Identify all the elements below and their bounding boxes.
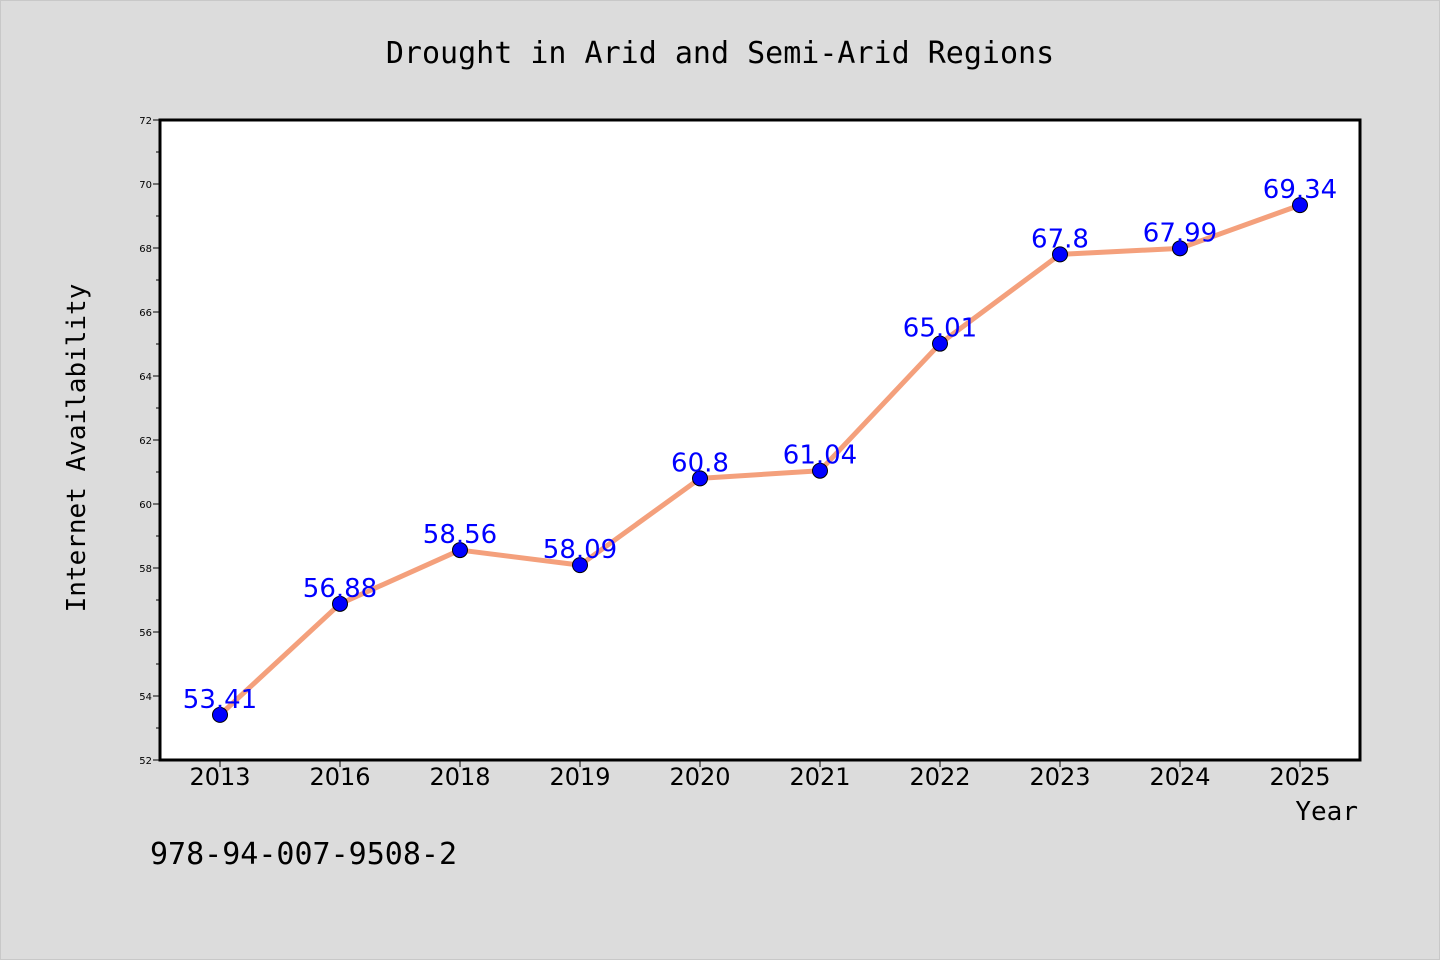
data-point xyxy=(332,595,348,612)
plot-border xyxy=(158,118,1362,762)
y-axis-label: Internet Availability xyxy=(62,284,92,613)
x-tick-label: 2022 xyxy=(909,763,970,791)
isbn-annotation: 978-94-007-9508-2 xyxy=(150,837,457,872)
y-tick-label: 72 xyxy=(139,116,152,127)
y-tick-label: 64 xyxy=(139,372,152,383)
y-tick-label: 58 xyxy=(139,564,152,575)
x-tick-label: 2024 xyxy=(1149,763,1210,791)
y-tick-label: 70 xyxy=(139,180,152,191)
data-label: 60.8 xyxy=(671,448,729,478)
data-point xyxy=(572,557,588,574)
plot-area xyxy=(160,120,1360,760)
y-tick-label: 60 xyxy=(139,500,152,511)
data-point xyxy=(692,470,708,487)
data-point xyxy=(1172,240,1188,257)
x-axis-ticks: 2013 2016 2018 2019 2020 2021 2022 2023 2024 2025 xyxy=(189,760,1331,791)
data-point xyxy=(812,462,828,479)
data-label: 61.04 xyxy=(783,441,857,471)
data-point xyxy=(212,706,228,723)
y-tick-label: 66 xyxy=(139,308,152,319)
y-tick-label: 68 xyxy=(139,244,152,255)
data-point xyxy=(452,542,468,559)
y-axis-ticks: 52 54 56 58 60 62 64 66 68 70 72 xyxy=(139,116,160,767)
data-point xyxy=(932,335,948,352)
x-tick-label: 2016 xyxy=(309,763,370,791)
y-tick-label: 62 xyxy=(139,436,152,447)
series-markers xyxy=(212,197,1308,723)
data-label: 67.8 xyxy=(1031,224,1089,254)
x-tick-label: 2018 xyxy=(429,763,490,791)
data-label: 58.09 xyxy=(543,535,617,565)
x-tick-label: 2021 xyxy=(789,763,850,791)
x-axis-label: Year xyxy=(1295,797,1358,827)
data-label: 65.01 xyxy=(903,314,977,344)
data-label: 53.41 xyxy=(183,685,257,715)
chart-title: Drought in Arid and Semi-Arid Regions xyxy=(386,36,1054,71)
data-label: 67.99 xyxy=(1143,218,1217,248)
x-tick-label: 2019 xyxy=(549,763,610,791)
data-label: 69.34 xyxy=(1263,175,1337,205)
y-tick-label: 52 xyxy=(139,756,152,767)
x-tick-label: 2023 xyxy=(1029,763,1090,791)
data-point xyxy=(1052,246,1068,263)
x-tick-label: 2020 xyxy=(669,763,730,791)
y-tick-label: 56 xyxy=(139,628,152,639)
data-label: 58.56 xyxy=(423,520,497,550)
y-tick-label: 54 xyxy=(139,692,152,703)
data-label: 56.88 xyxy=(303,574,377,604)
x-tick-label: 2013 xyxy=(189,763,250,791)
data-labels: 53.41 56.88 58.56 58.09 60.8 61.04 65.01 67.8 67… xyxy=(183,175,1337,715)
x-tick-label: 2025 xyxy=(1269,763,1330,791)
data-point xyxy=(1292,197,1308,214)
series-line xyxy=(218,202,1301,717)
